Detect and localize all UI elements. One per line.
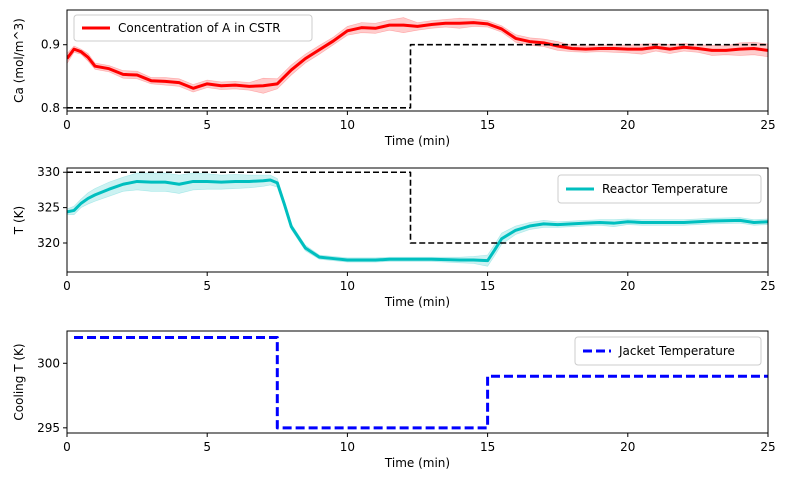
x-tick-label: 15 — [480, 118, 495, 132]
x-tick-label: 10 — [340, 118, 355, 132]
legend-entry-label: Concentration of A in CSTR — [118, 21, 281, 35]
y-tick-label: 0.9 — [41, 38, 60, 52]
legend-entry-label: Reactor Temperature — [602, 182, 728, 196]
x-tick-label: 0 — [63, 279, 71, 293]
x-tick-label: 20 — [620, 118, 635, 132]
subplot-1: 0 5 10 15 20 25 0.8 0.9 Time (min) Ca (mol/m^3) Co… — [12, 9, 776, 148]
plot-area — [67, 171, 768, 267]
subplot-3: 0 5 10 15 20 25 295 300 Time (min) Cooling T (K) J… — [12, 330, 776, 470]
x-tick-label: 0 — [63, 440, 71, 454]
y-tick-label: 295 — [37, 421, 60, 435]
x-tick-label: 25 — [760, 440, 775, 454]
x-tick-label: 20 — [620, 279, 635, 293]
y-axis-label: Cooling T (K) — [12, 343, 26, 420]
series-line-1 — [74, 335, 768, 430]
x-tick-label: 15 — [480, 440, 495, 454]
y-tick-label: 320 — [37, 236, 60, 250]
axes-frame — [66, 330, 769, 434]
setpoint-line — [67, 43, 768, 109]
x-tick-label: 5 — [203, 118, 211, 132]
legend-box — [574, 336, 762, 366]
x-tick-label: 25 — [760, 118, 775, 132]
x-axis-label: Time (min) — [384, 134, 450, 148]
confidence-band-1 — [67, 17, 768, 94]
x-tick-label: 10 — [340, 440, 355, 454]
series-line-1 — [67, 21, 768, 90]
y-axis-label: T (K) — [12, 206, 26, 235]
plot-area — [67, 17, 768, 109]
axes-frame — [66, 9, 769, 112]
x-axis-label: Time (min) — [384, 456, 450, 470]
y-axis-label: Ca (mol/m^3) — [12, 18, 26, 103]
subplot-2: 0 5 10 15 20 25 320 325 330 Time (min) T (K) Reacto… — [12, 165, 776, 309]
legend: Reactor Temperature — [557, 174, 762, 204]
y-tick-label: 300 — [37, 356, 60, 370]
legend-box — [557, 174, 762, 204]
x-tick-label: 5 — [203, 279, 211, 293]
x-tick-label: 25 — [760, 279, 775, 293]
y-tick-label: 330 — [37, 165, 60, 179]
setpoint-line — [67, 171, 768, 244]
x-tick-label: 15 — [480, 279, 495, 293]
x-axis-label: Time (min) — [384, 295, 450, 309]
legend: Jacket Temperature — [574, 336, 762, 366]
legend-entry-label: Jacket Temperature — [618, 344, 735, 358]
y-tick-label: 325 — [37, 201, 60, 215]
x-tick-label: 0 — [63, 118, 71, 132]
x-tick-label: 10 — [340, 279, 355, 293]
plot-area — [74, 335, 768, 430]
legend-box — [73, 14, 313, 42]
x-tick-label: 20 — [620, 440, 635, 454]
axes-frame — [66, 167, 769, 273]
x-tick-label: 5 — [203, 440, 211, 454]
series-line-1 — [67, 178, 768, 263]
legend: Concentration of A in CSTR — [73, 14, 313, 42]
y-tick-label: 0.8 — [41, 101, 60, 115]
